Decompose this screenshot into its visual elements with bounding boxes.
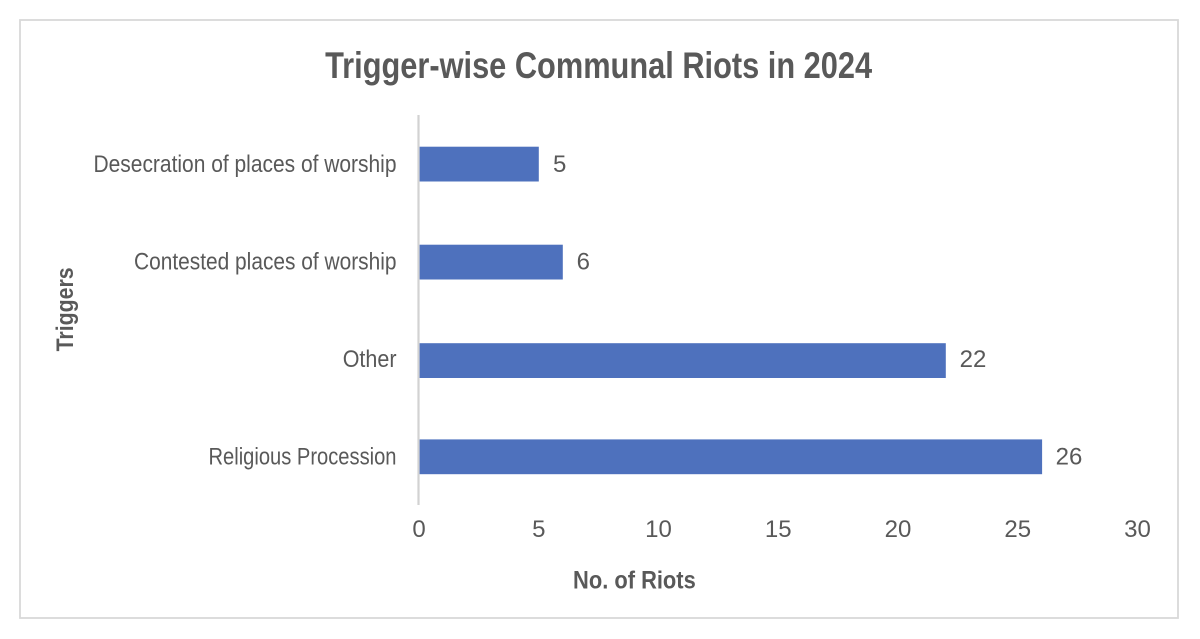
svg-text:20: 20 — [885, 516, 912, 543]
svg-text:26: 26 — [1056, 444, 1083, 471]
svg-text:25: 25 — [1004, 516, 1031, 543]
svg-text:Other: Other — [343, 346, 397, 373]
svg-text:Contested places of worship: Contested places of worship — [134, 249, 397, 276]
svg-text:5: 5 — [532, 516, 545, 543]
svg-text:6: 6 — [577, 249, 590, 276]
svg-text:Trigger-wise Communal Riots in: Trigger-wise Communal Riots in 2024 — [325, 45, 872, 86]
svg-text:22: 22 — [960, 346, 987, 373]
svg-text:0: 0 — [412, 516, 425, 543]
svg-text:Religious Procession: Religious Procession — [209, 444, 397, 471]
svg-text:No. of Riots: No. of Riots — [573, 567, 696, 595]
svg-text:30: 30 — [1124, 516, 1151, 543]
svg-text:5: 5 — [553, 151, 566, 178]
svg-text:10: 10 — [645, 516, 672, 543]
svg-text:15: 15 — [765, 516, 792, 543]
svg-text:Desecration of places of worsh: Desecration of places of worship — [94, 151, 397, 178]
svg-text:Triggers: Triggers — [52, 267, 79, 351]
